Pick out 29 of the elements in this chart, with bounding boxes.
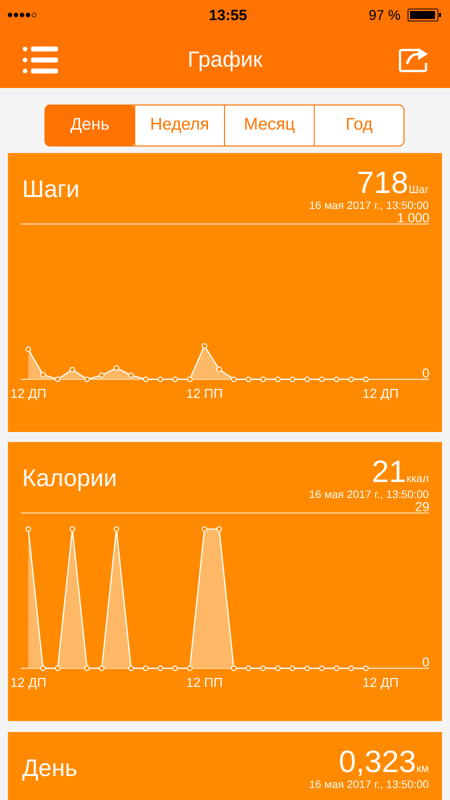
y-tick-label: 0: [422, 657, 429, 667]
text: График: [189, 50, 263, 72]
x-tick-label: 12 ДП: [11, 388, 46, 400]
x-tick-label: 12 ПП: [187, 388, 222, 398]
text: День: [22, 760, 76, 781]
x-tick-label: 12 ПП: [187, 678, 222, 687]
y-tick-label: 1 000: [398, 213, 429, 222]
text: 16 мая 2017 г., 13:50:00: [310, 201, 428, 210]
text: Месяц: [245, 118, 295, 134]
text: 21: [373, 460, 405, 482]
chart-title: Калории: [24, 470, 116, 491]
x-tick-label: 12 ДП: [364, 678, 398, 690]
x-tick-label: 12 ДП: [11, 678, 46, 690]
text: Неделя: [151, 118, 208, 134]
text: 16 мая 2017 г., 13:50:00: [310, 780, 428, 790]
text: ккал: [407, 476, 428, 482]
y-tick-label: 0: [422, 368, 429, 378]
y-tick-label: 29: [416, 502, 429, 512]
text: Год: [347, 118, 372, 134]
text: Шаг: [410, 185, 428, 194]
chart-title: Шаги: [24, 180, 78, 198]
text: 0,323: [340, 750, 415, 776]
text: 13:55: [210, 10, 247, 20]
text: День: [70, 118, 109, 134]
text: км: [417, 766, 428, 772]
text: 16 мая 2017 г., 13:50:00: [310, 490, 428, 500]
x-tick-label: 12 ДП: [364, 388, 398, 400]
text: 97 %: [369, 10, 400, 20]
text: 718: [358, 171, 407, 194]
